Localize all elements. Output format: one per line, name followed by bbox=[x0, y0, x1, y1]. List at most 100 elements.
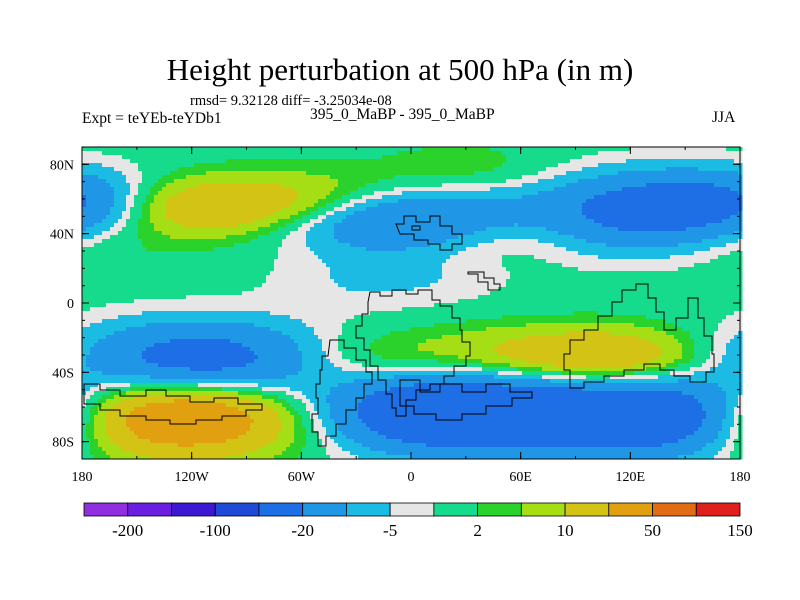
field-cell bbox=[506, 171, 511, 176]
field-cell bbox=[270, 183, 275, 188]
field-cell bbox=[170, 151, 175, 156]
field-cell bbox=[462, 243, 467, 248]
field-cell bbox=[210, 255, 215, 260]
field-cell bbox=[478, 155, 483, 160]
field-cell bbox=[146, 175, 151, 180]
field-cell bbox=[298, 215, 303, 220]
field-cell bbox=[534, 147, 539, 152]
field-cell bbox=[534, 207, 539, 212]
field-cell bbox=[478, 251, 483, 256]
field-cell bbox=[578, 163, 583, 168]
field-cell bbox=[682, 259, 687, 264]
field-cell bbox=[438, 251, 443, 256]
field-cell bbox=[730, 155, 735, 160]
field-cell bbox=[254, 163, 259, 168]
field-cell bbox=[542, 259, 547, 264]
field-cell bbox=[702, 199, 707, 204]
field-cell bbox=[322, 223, 327, 228]
field-cell bbox=[722, 191, 727, 196]
field-cell bbox=[726, 239, 731, 244]
field-cell bbox=[402, 255, 407, 260]
field-cell bbox=[214, 175, 219, 180]
field-cell bbox=[626, 199, 631, 204]
field-cell bbox=[326, 163, 331, 168]
field-cell bbox=[418, 203, 423, 208]
field-cell bbox=[554, 263, 559, 268]
field-cell bbox=[446, 171, 451, 176]
field-cell bbox=[454, 151, 459, 156]
field-cell bbox=[222, 147, 227, 152]
field-cell bbox=[270, 231, 275, 236]
field-cell bbox=[178, 159, 183, 164]
field-cell bbox=[674, 235, 679, 240]
field-cell bbox=[522, 227, 527, 232]
field-cell bbox=[350, 219, 355, 224]
field-cell bbox=[554, 203, 559, 208]
field-cell bbox=[306, 151, 311, 156]
field-cell bbox=[554, 175, 559, 180]
field-cell bbox=[150, 203, 155, 208]
field-cell bbox=[426, 247, 431, 252]
field-cell bbox=[530, 207, 535, 212]
field-cell bbox=[202, 175, 207, 180]
field-cell bbox=[222, 171, 227, 176]
field-cell bbox=[706, 175, 711, 180]
field-cell bbox=[634, 199, 639, 204]
field-cell bbox=[678, 243, 683, 248]
field-cell bbox=[594, 207, 599, 212]
field-cell bbox=[698, 239, 703, 244]
field-cell bbox=[486, 231, 491, 236]
field-cell bbox=[246, 235, 251, 240]
field-cell bbox=[86, 203, 91, 208]
field-cell bbox=[150, 191, 155, 196]
field-cell bbox=[254, 247, 259, 252]
field-cell bbox=[730, 171, 735, 176]
field-cell bbox=[170, 163, 175, 168]
field-cell bbox=[546, 223, 551, 228]
field-cell bbox=[282, 155, 287, 160]
field-cell bbox=[282, 175, 287, 180]
field-cell bbox=[362, 155, 367, 160]
field-cell bbox=[222, 179, 227, 184]
field-cell bbox=[706, 247, 711, 252]
field-cell bbox=[238, 235, 243, 240]
field-cell bbox=[482, 227, 487, 232]
field-cell bbox=[298, 155, 303, 160]
field-cell bbox=[370, 239, 375, 244]
field-cell bbox=[470, 239, 475, 244]
field-cell bbox=[682, 171, 687, 176]
field-cell bbox=[726, 259, 731, 264]
field-cell bbox=[318, 223, 323, 228]
field-cell bbox=[458, 187, 463, 192]
field-cell bbox=[150, 183, 155, 188]
field-cell bbox=[130, 163, 135, 168]
field-cell bbox=[226, 187, 231, 192]
field-cell bbox=[378, 167, 383, 172]
field-cell bbox=[262, 247, 267, 252]
field-cell bbox=[698, 183, 703, 188]
field-cell bbox=[378, 163, 383, 168]
field-cell bbox=[210, 239, 215, 244]
field-cell bbox=[86, 179, 91, 184]
field-cell bbox=[674, 191, 679, 196]
field-cell bbox=[510, 239, 515, 244]
field-cell bbox=[286, 203, 291, 208]
field-cell bbox=[202, 227, 207, 232]
field-cell bbox=[414, 247, 419, 252]
field-cell bbox=[178, 239, 183, 244]
field-cell bbox=[298, 207, 303, 212]
field-cell bbox=[298, 167, 303, 172]
field-cell bbox=[610, 179, 615, 184]
field-cell bbox=[718, 251, 723, 256]
field-cell bbox=[538, 243, 543, 248]
field-cell bbox=[370, 251, 375, 256]
field-cell bbox=[198, 207, 203, 212]
field-cell bbox=[466, 263, 471, 268]
field-cell bbox=[298, 147, 303, 152]
field-cell bbox=[678, 231, 683, 236]
field-cell bbox=[610, 175, 615, 180]
field-cell bbox=[610, 151, 615, 156]
field-cell bbox=[602, 191, 607, 196]
field-cell bbox=[242, 171, 247, 176]
field-cell bbox=[86, 211, 91, 216]
